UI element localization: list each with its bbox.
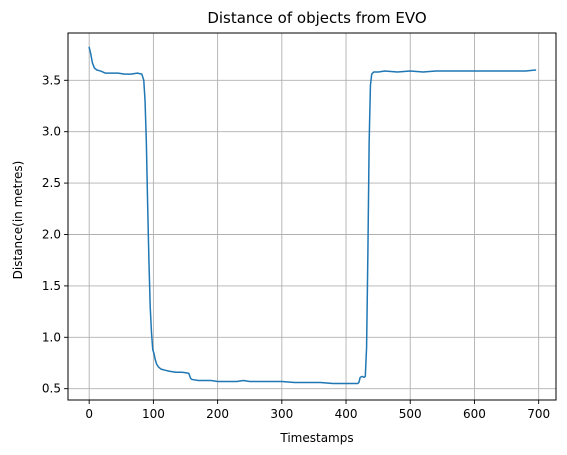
y-tick-label: 1.5 (42, 279, 61, 293)
y-tick-label: 3.5 (42, 73, 61, 87)
distance-series-line (88, 46, 537, 385)
chart-title: Distance of objects from EVO (207, 9, 426, 27)
tick-labels: 0 100 200 300 400 500 600 700 0.5 1.0 1.5 2.0 2.5 3.0… (42, 73, 550, 421)
y-tick-label: 3.0 (42, 125, 61, 139)
x-tick-label: 700 (527, 407, 550, 421)
y-axis-label: Distance(in metres) (11, 161, 25, 280)
y-tick-label: 2.5 (42, 176, 61, 190)
x-tick-label: 400 (335, 407, 358, 421)
x-tick-label: 500 (399, 407, 422, 421)
x-axis-label: Timestamps (279, 431, 353, 445)
tick-marks (64, 79, 540, 404)
x-tick-label: 200 (206, 407, 229, 421)
y-tick-label: 2.0 (42, 227, 61, 241)
x-tick-label: 300 (270, 407, 293, 421)
x-tick-label: 600 (463, 407, 486, 421)
series-layer (88, 46, 537, 385)
plot-frame (67, 32, 557, 401)
x-tick-label: 0 (85, 407, 93, 421)
y-tick-label: 1.0 (42, 330, 61, 344)
y-tick-label: 0.5 (42, 382, 61, 396)
x-tick-label: 100 (142, 407, 165, 421)
